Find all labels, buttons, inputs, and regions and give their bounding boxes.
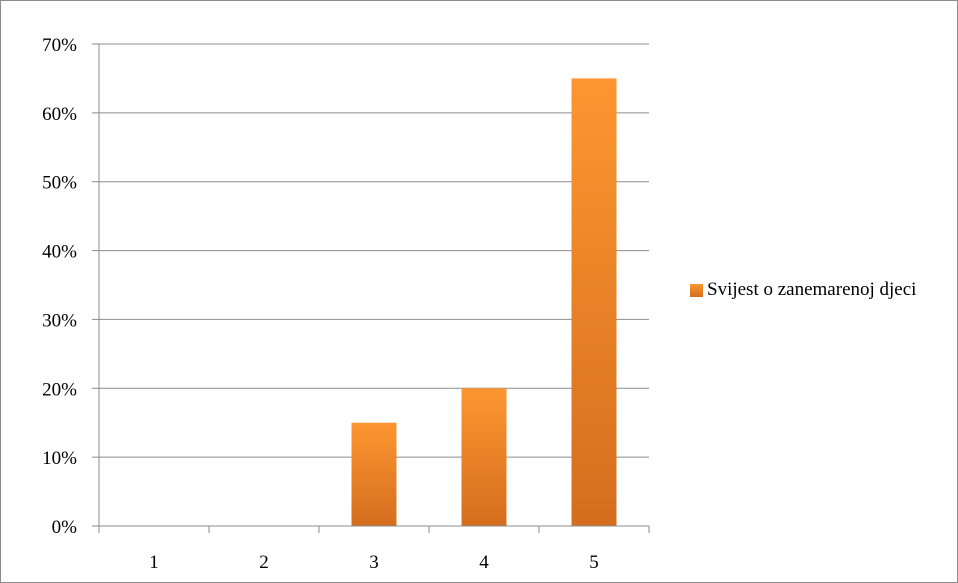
y-tick-label: 30% bbox=[42, 310, 77, 331]
bar bbox=[571, 78, 617, 526]
y-tick-label: 70% bbox=[42, 35, 77, 56]
y-tick-label: 40% bbox=[42, 242, 77, 263]
x-tick-label: 1 bbox=[149, 552, 159, 573]
x-tick-label: 5 bbox=[589, 552, 599, 573]
y-tick-label: 20% bbox=[42, 379, 77, 400]
bar bbox=[351, 422, 397, 526]
x-tick-label: 3 bbox=[369, 552, 379, 573]
y-tick-label: 50% bbox=[42, 173, 77, 194]
y-tick-label: 0% bbox=[52, 517, 78, 538]
bars bbox=[351, 78, 617, 526]
tick-labels: 0% 10% 20% 30% 40% 50% 60% 70% 1 2 3 4 5 bbox=[42, 35, 599, 573]
y-tick-label: 60% bbox=[42, 104, 77, 125]
legend: Svijest o zanemarenoj djeci bbox=[690, 276, 950, 303]
legend-label: Svijest o zanemarenoj djeci bbox=[707, 279, 917, 300]
x-tick-label: 2 bbox=[259, 552, 269, 573]
axes bbox=[92, 43, 650, 533]
bar bbox=[461, 388, 507, 526]
x-tick-label: 4 bbox=[479, 552, 489, 573]
legend-swatch bbox=[690, 284, 703, 297]
gridlines bbox=[99, 43, 649, 458]
y-tick-label: 10% bbox=[42, 448, 77, 469]
